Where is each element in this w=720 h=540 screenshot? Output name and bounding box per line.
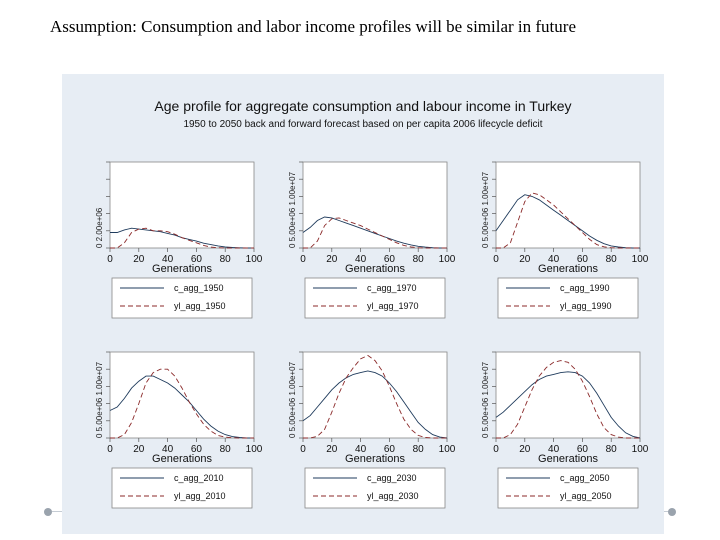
- x-tick-label-1950-0: 0: [107, 254, 113, 265]
- legend-label-c_agg_1970: c_agg_1970: [367, 283, 417, 293]
- x-tick-label-2030-80: 80: [413, 444, 425, 455]
- plot-area-1990: [495, 161, 641, 249]
- figure-panel: Age profile for aggregate consumption an…: [62, 74, 664, 534]
- x-tick-label-1990-100: 100: [632, 254, 649, 265]
- x-tick-label-2010-0: 0: [107, 444, 113, 455]
- series-line-c_agg_2010: [109, 375, 254, 439]
- figure-title: Age profile for aggregate consumption an…: [154, 98, 572, 114]
- x-tick-label-2050-80: 80: [606, 444, 618, 455]
- slide-title: Assumption: Consumption and labor income…: [50, 17, 576, 36]
- x-tick-label-1950-20: 20: [133, 254, 145, 265]
- series-line-c_agg_2050: [495, 371, 641, 439]
- x-tick-label-1950-100: 100: [246, 254, 263, 265]
- x-tick-label-2010-20: 20: [133, 444, 145, 455]
- x-axis-label-1970: Generations: [345, 263, 405, 275]
- x-tick-label-2030-20: 20: [326, 444, 338, 455]
- legend-box-2030: [304, 467, 446, 509]
- legend-label-yl_agg_2030: yl_agg_2030: [367, 491, 419, 501]
- legend-box-1990: [497, 277, 639, 319]
- y-tick-label-1990: 0 5.00e+06 1.00e+07: [481, 171, 490, 248]
- legend-box-2050: [497, 467, 639, 509]
- plot-area-1970: [302, 161, 448, 249]
- series-line-yl_agg_2050: [496, 360, 640, 439]
- series-line-c_agg_1970: [302, 216, 447, 249]
- x-axis-label-2010: Generations: [152, 453, 212, 465]
- legend-label-c_agg_1990: c_agg_1990: [560, 283, 610, 293]
- x-tick-label-2010-60: 60: [191, 444, 203, 455]
- series-line-yl_agg_1950: [110, 227, 254, 249]
- series-line-c_agg_1990: [495, 194, 640, 249]
- x-tick-label-1990-20: 20: [519, 254, 531, 265]
- legend-box-1970: [304, 277, 446, 319]
- x-axis-label-1990: Generations: [538, 263, 598, 275]
- decorative-line-right: [664, 511, 670, 512]
- x-axis-label-2050: Generations: [538, 453, 598, 465]
- x-tick-label-2050-0: 0: [493, 444, 499, 455]
- plot-area-2030: [302, 351, 448, 439]
- x-tick-label-1970-20: 20: [326, 254, 338, 265]
- x-axis-label-1950: Generations: [152, 263, 212, 275]
- x-tick-label-1990-40: 40: [548, 254, 560, 265]
- x-tick-label-2030-60: 60: [384, 444, 396, 455]
- legend-label-yl_agg_2010: yl_agg_2010: [174, 491, 226, 501]
- decorative-line-left: [52, 511, 62, 512]
- plot-area-2050: [495, 351, 641, 439]
- legend-label-yl_agg_1990: yl_agg_1990: [560, 301, 612, 311]
- series-line-yl_agg_2010: [110, 368, 254, 439]
- legend-label-yl_agg_1950: yl_agg_1950: [174, 301, 226, 311]
- legend-label-c_agg_1950: c_agg_1950: [174, 283, 224, 293]
- x-tick-label-1970-100: 100: [439, 254, 456, 265]
- series-line-yl_agg_2030: [303, 354, 447, 439]
- x-axis-label-2030: Generations: [345, 453, 405, 465]
- x-tick-label-1990-80: 80: [606, 254, 618, 265]
- y-tick-label-2030: 0 5.00e+06 1.00e+07: [288, 361, 297, 438]
- x-tick-label-2030-100: 100: [439, 444, 456, 455]
- x-tick-label-1970-40: 40: [355, 254, 367, 265]
- y-tick-label-2010: 0 5.00e+06 1.00e+07: [95, 361, 104, 438]
- x-tick-label-1970-60: 60: [384, 254, 396, 265]
- x-tick-label-2050-100: 100: [632, 444, 649, 455]
- legend-label-yl_agg_1970: yl_agg_1970: [367, 301, 419, 311]
- legend-box-1950: [111, 277, 253, 319]
- x-tick-label-1950-60: 60: [191, 254, 203, 265]
- x-tick-label-1970-80: 80: [413, 254, 425, 265]
- legend-label-c_agg_2050: c_agg_2050: [560, 473, 610, 483]
- figure-subtitle: 1950 to 2050 back and forward forecast b…: [183, 119, 543, 130]
- y-tick-label-1970: 0 5.00e+06 1.00e+07: [288, 171, 297, 248]
- legend-box-2010: [111, 467, 253, 509]
- decorative-dot-left: [44, 508, 52, 516]
- x-tick-label-2010-80: 80: [220, 444, 232, 455]
- series-line-yl_agg_1990: [496, 192, 640, 249]
- x-tick-label-1990-60: 60: [577, 254, 589, 265]
- x-tick-label-2030-0: 0: [300, 444, 306, 455]
- series-line-c_agg_2030: [302, 370, 448, 439]
- x-tick-label-1950-40: 40: [162, 254, 174, 265]
- x-tick-label-1950-80: 80: [220, 254, 232, 265]
- x-tick-label-2010-40: 40: [162, 444, 174, 455]
- y-tick-label-1950: 0 2.00e+06: [95, 207, 104, 248]
- chart-grid: 0 2.00e+060 20 40 60 80 100Generationsc_agg_1…: [95, 161, 649, 509]
- x-tick-label-1990-0: 0: [493, 254, 499, 265]
- legend-label-yl_agg_2050: yl_agg_2050: [560, 491, 612, 501]
- x-tick-label-1970-0: 0: [300, 254, 306, 265]
- plot-area-1950: [109, 161, 255, 249]
- x-tick-label-2030-40: 40: [355, 444, 367, 455]
- x-tick-label-2050-20: 20: [519, 444, 531, 455]
- x-tick-label-2050-40: 40: [548, 444, 560, 455]
- y-tick-label-2050: 0 5.00e+06 1.00e+07: [481, 361, 490, 438]
- legend-label-c_agg_2030: c_agg_2030: [367, 473, 417, 483]
- x-tick-label-2050-60: 60: [577, 444, 589, 455]
- decorative-dot-right: [668, 508, 676, 516]
- series-line-yl_agg_1970: [303, 217, 447, 249]
- x-tick-label-2010-100: 100: [246, 444, 263, 455]
- legend-label-c_agg_2010: c_agg_2010: [174, 473, 224, 483]
